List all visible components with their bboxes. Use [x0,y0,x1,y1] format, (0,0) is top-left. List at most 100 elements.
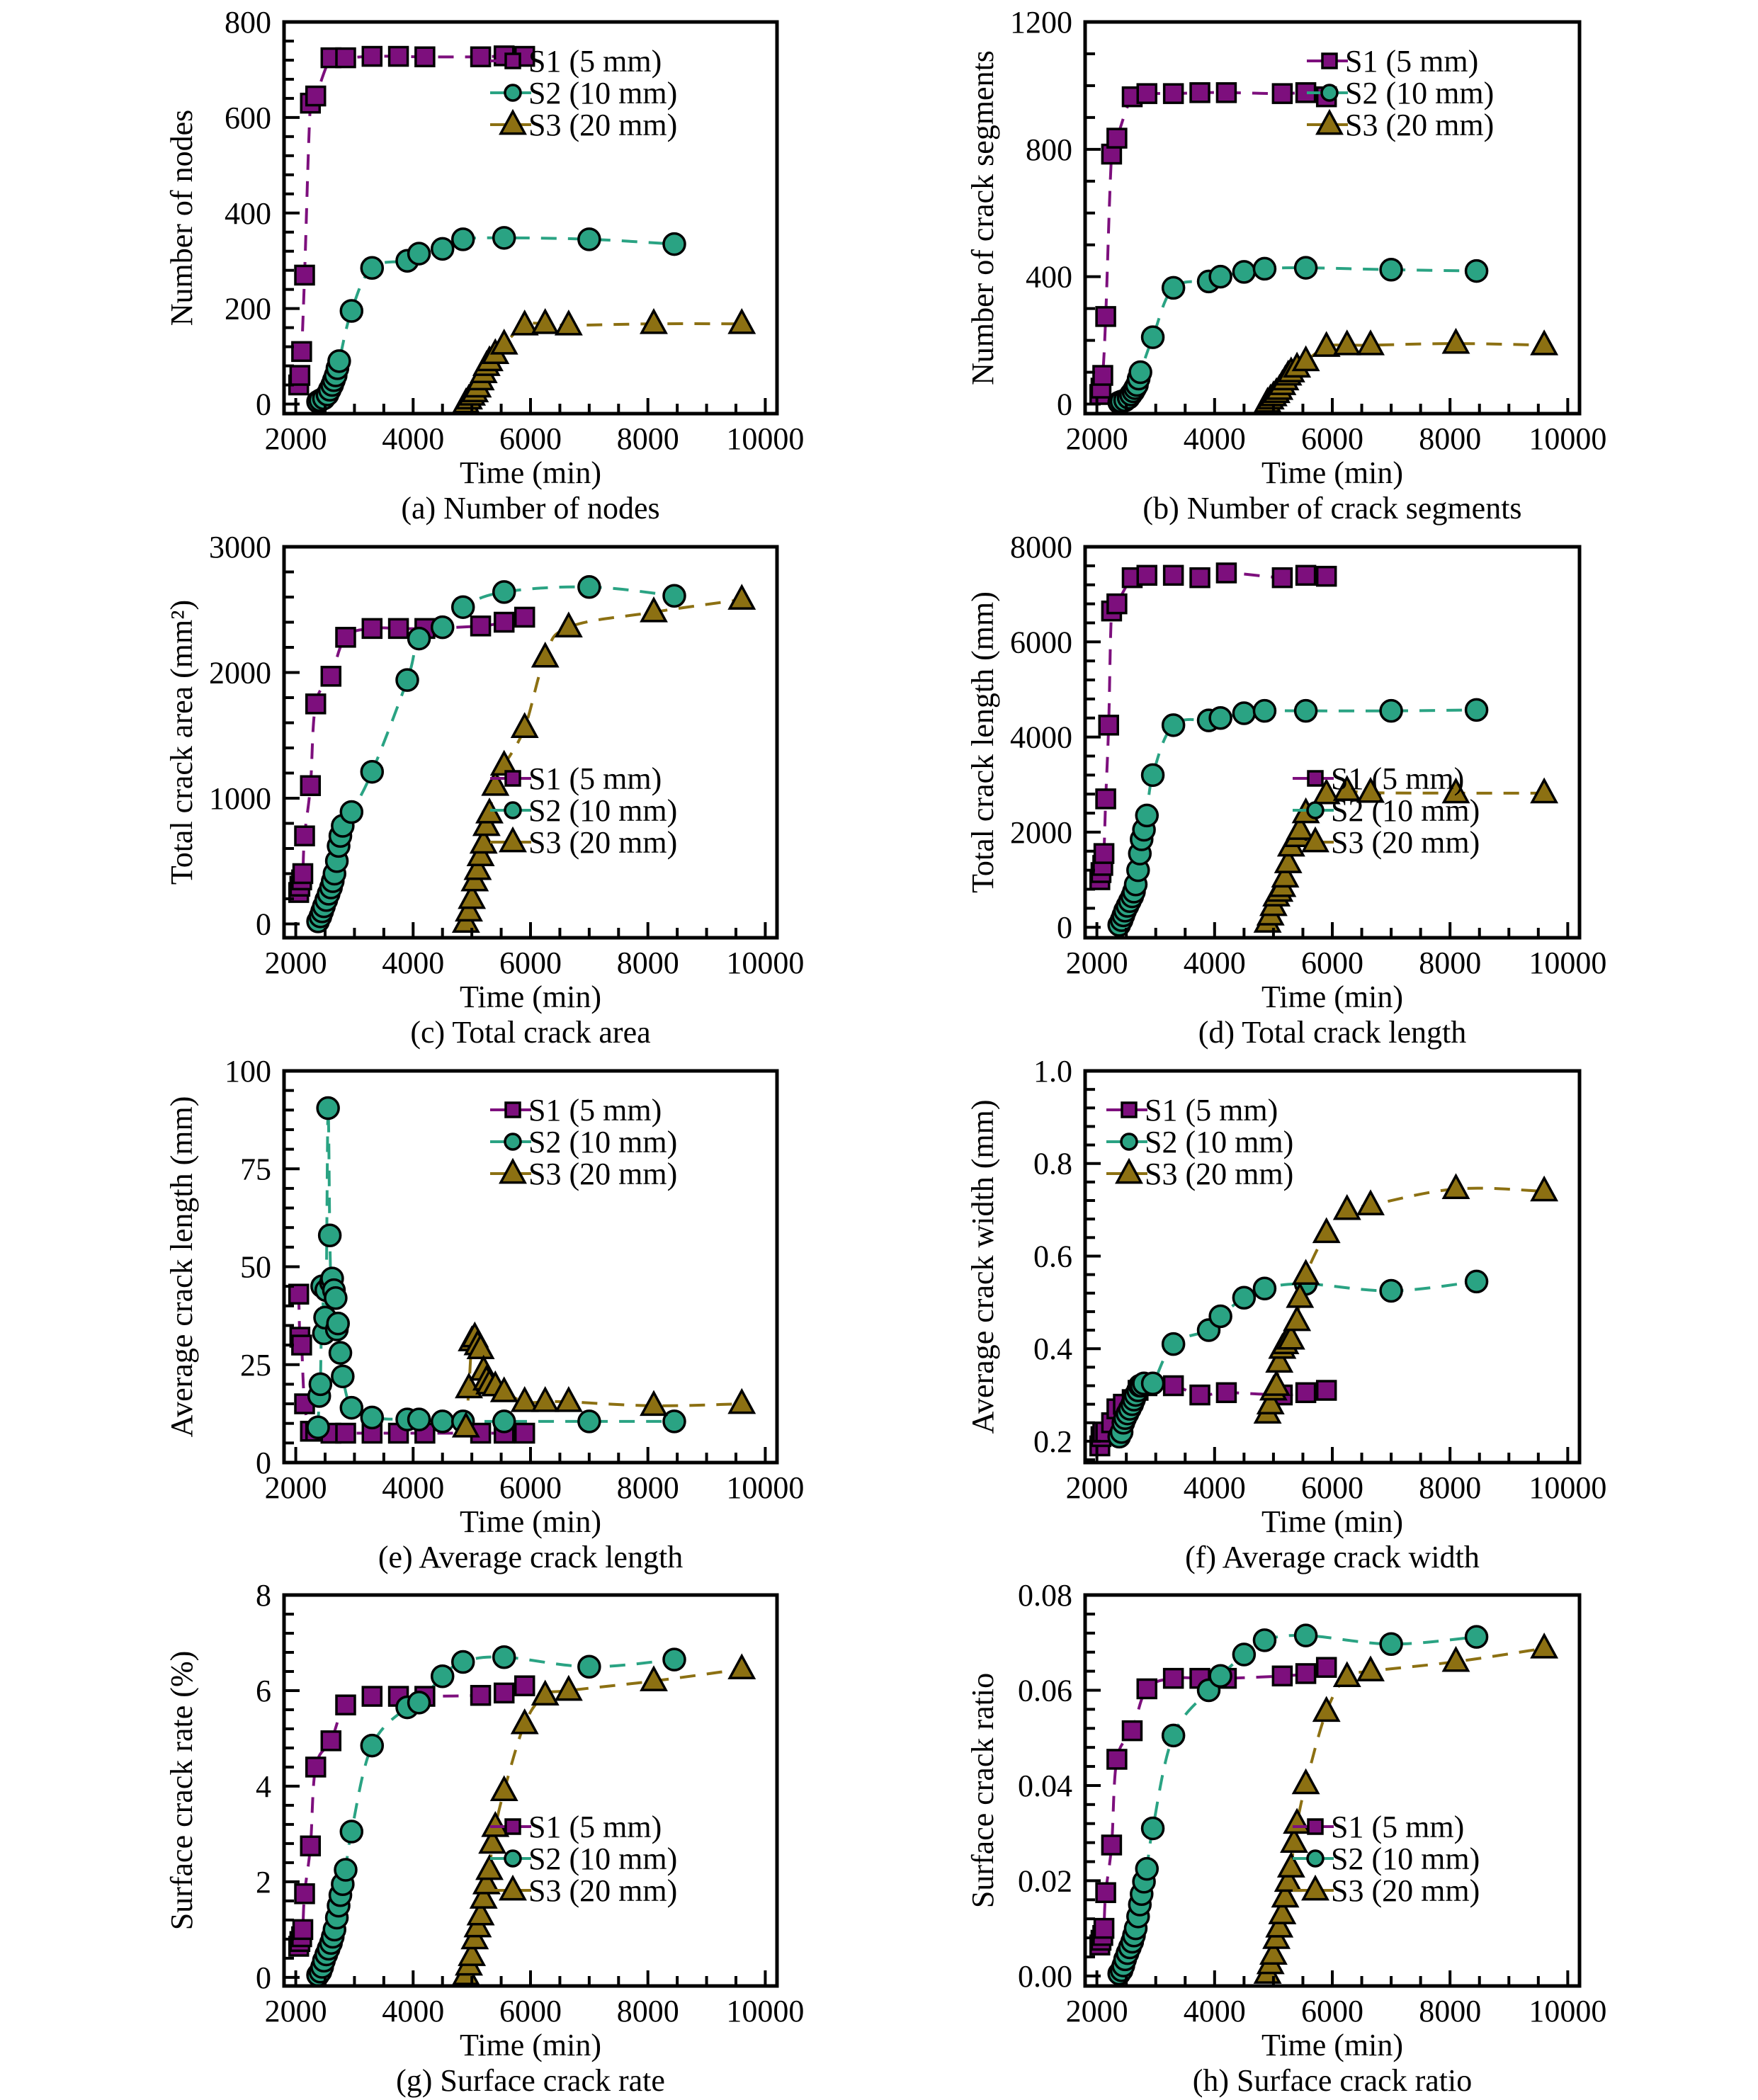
data-point [1271,567,1293,589]
data-point [450,227,475,251]
data-point [1232,1642,1257,1667]
legend-marker-triangle [499,108,527,135]
data-point [492,226,516,250]
data-point [514,1675,535,1696]
y-axis-label: Number of nodes [164,110,199,327]
data-point [475,1854,504,1880]
data-point [1101,1834,1123,1856]
panel-e: 2000 4000 6000 8000 10000 0 25 50 75 100 Time (min… [164,1054,804,1574]
data-point [1293,256,1318,280]
data-point [1356,1655,1385,1681]
y-axis-label: Number of crack segments [965,50,1000,385]
data-point [360,256,385,280]
data-point [1232,701,1257,725]
plot-frame [282,545,779,940]
y-tick-label: 4 [256,1769,271,1804]
x-tick-label: 6000 [499,1470,562,1505]
data-point [1208,1304,1232,1329]
y-tick-label: 400 [225,196,271,231]
x-axis-label: Time (min) [1261,980,1403,1014]
data-point [514,1422,535,1444]
legend-label: S2 (10 mm) [1331,1841,1480,1876]
x-tick-label: 2000 [265,946,327,980]
data-point [510,712,539,738]
data-point [1262,1370,1291,1396]
data-point [1271,1665,1293,1687]
data-point [1208,264,1232,289]
y-tick-label: 2 [256,1865,271,1900]
data-point [450,595,475,619]
data-point [492,1645,516,1669]
x-axis-label: Time (min) [460,980,601,1014]
x-tick-label: 4000 [382,946,444,980]
data-point [339,800,364,824]
series-markers-2 [1107,1269,1489,1449]
y-tick-label: 800 [225,5,271,40]
x-axis-label: Time (min) [1261,1504,1403,1539]
data-point [458,882,487,909]
x-tick-label: 8000 [1419,1470,1481,1505]
legend-label: S1 (5 mm) [1331,1810,1464,1844]
data-point [463,853,492,880]
legend-label: S2 (10 mm) [1145,1125,1293,1159]
data-point [472,1868,501,1895]
data-point [320,1730,342,1752]
data-point [662,232,686,256]
data-point [727,1387,756,1414]
data-point [1332,1661,1361,1687]
data-point [469,1883,498,1909]
data-point [1295,564,1317,586]
data-point [335,1694,356,1715]
data-point [493,1682,515,1704]
data-point [1291,1259,1320,1285]
y-tick-label: 0.08 [1018,1578,1072,1613]
data-point [407,242,431,266]
y-tick-label: 100 [225,1054,271,1089]
data-point [458,1940,487,1966]
data-point [1162,1375,1184,1397]
x-tick-label: 10000 [1529,1994,1606,2028]
x-tick-label: 10000 [726,1470,804,1505]
y-tick-label: 2000 [1010,815,1072,850]
legend-marker-circle [1320,84,1339,102]
data-point [554,1674,583,1701]
data-point [1098,715,1119,736]
series-markers-1 [1089,1657,1337,1956]
legend-marker-circle [1306,1849,1325,1868]
data-point [1208,1664,1232,1688]
data-point [1274,847,1303,873]
legend-label: S3 (20 mm) [528,108,677,142]
data-point [1379,1632,1403,1657]
x-tick-label: 8000 [617,1470,679,1505]
data-point [640,1390,668,1417]
data-point [1379,258,1403,282]
data-point [1464,1625,1489,1649]
panel-b: 2000 4000 6000 8000 10000 0 400 800 1200 Time (mi… [965,5,1606,526]
panel-caption: (f) Average crack width [1185,1540,1480,1574]
data-point [387,45,409,67]
legend-marker-triangle [1315,108,1344,135]
data-point [1276,1323,1305,1350]
x-tick-label: 4000 [382,421,444,456]
data-point [1093,1917,1115,1939]
data-point [1276,1851,1305,1878]
y-tick-label: 0 [256,1446,271,1480]
y-tick-label: 8 [256,1578,271,1613]
y-tick-label: 0 [1057,910,1072,945]
legend: S1 (5 mm)S2 (10 mm)S3 (20 mm) [1293,1810,1480,1908]
legend-marker-triangle [1301,1874,1329,1901]
data-point [510,1386,539,1412]
data-point [1293,698,1318,723]
panel-caption: (h) Surface crack ratio [1193,2063,1473,2098]
panel-g: 2000 4000 6000 8000 10000 0 2 4 6 8 Time (min) Surf… [164,1578,804,2098]
legend-label: S3 (20 mm) [1331,1873,1480,1908]
x-tick-label: 2000 [1066,421,1128,456]
data-point [554,309,583,336]
x-tick-label: 8000 [617,421,679,456]
data-point [1312,778,1341,805]
y-tick-label: 400 [1026,260,1072,295]
x-tick-label: 2000 [265,1994,327,2028]
data-point [1232,260,1257,284]
data-point [430,1664,455,1688]
series-markers-2 [1107,256,1489,414]
